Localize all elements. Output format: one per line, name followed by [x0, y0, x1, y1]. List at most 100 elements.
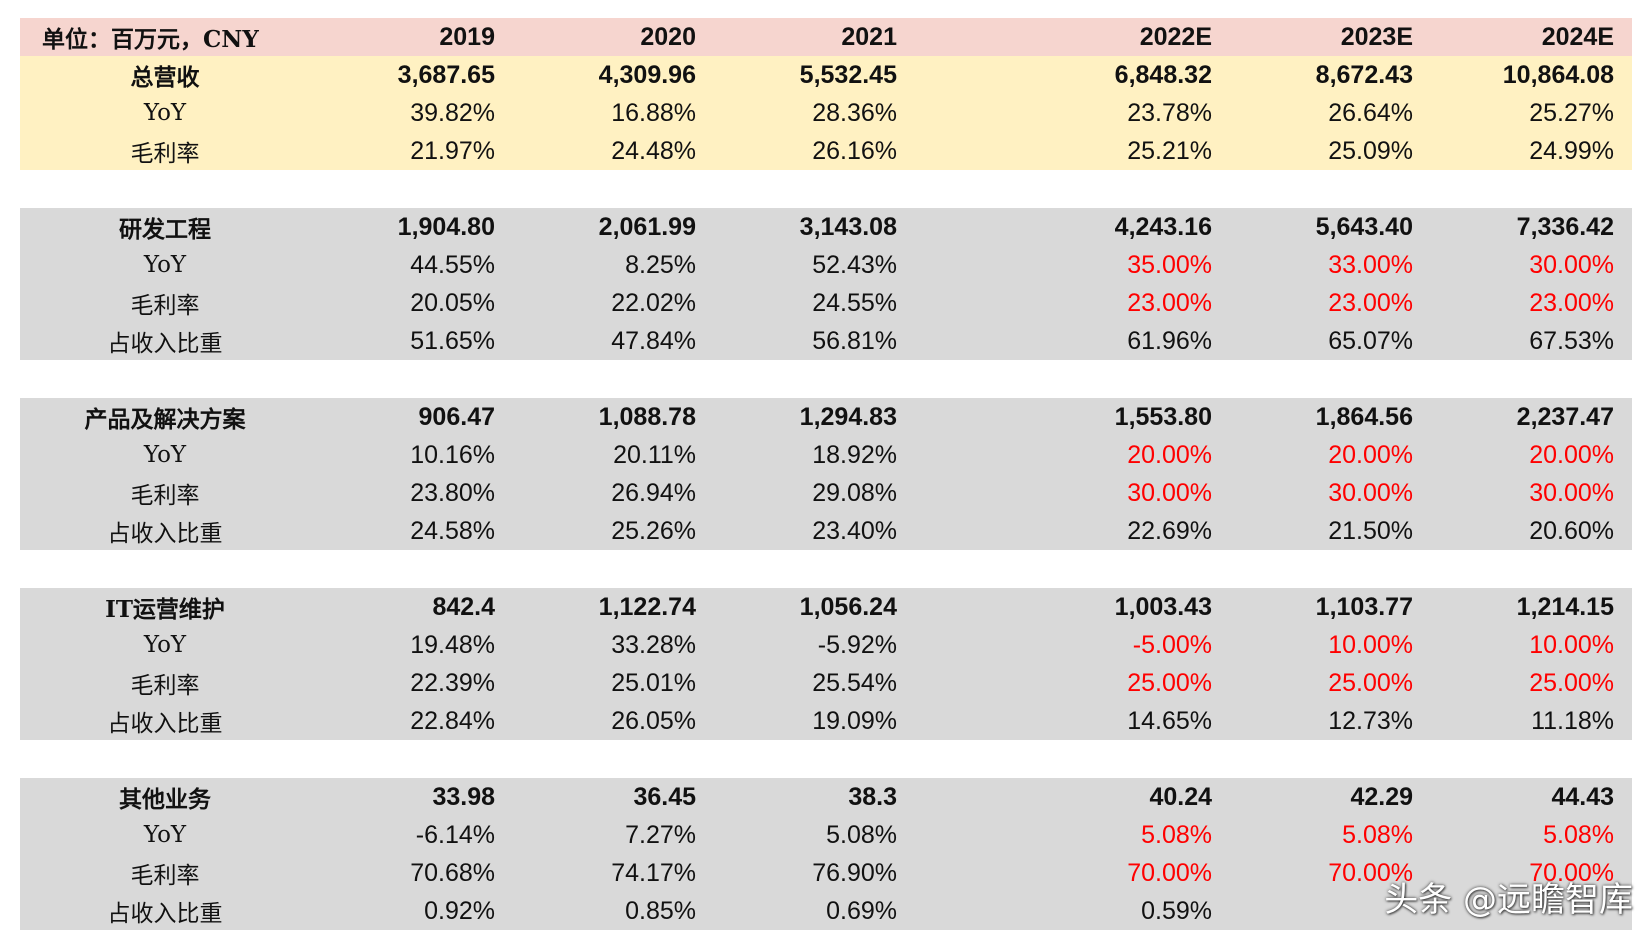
segment-revenue-row: IT运营维护 842.4 1,122.74 1,056.24 1,003.43 …	[20, 588, 1632, 626]
row-label: 占收入比重	[107, 521, 223, 547]
table-cell: 24.99%	[1529, 136, 1614, 165]
table-cell: 1,904.80	[397, 212, 495, 241]
table-cell: 61.96%	[1127, 326, 1212, 355]
segment-margin-row: 毛利率 22.39% 25.01% 25.54% 25.00% 25.00% 2…	[20, 664, 1632, 702]
table-cell: 26.16%	[812, 136, 897, 165]
section-spacer	[20, 170, 1632, 208]
row-label: 产品及解决方案	[84, 406, 246, 433]
table-cell: 26.05%	[611, 706, 696, 735]
forecast-cell: 30.00%	[1529, 478, 1614, 507]
row-label: 毛利率	[130, 483, 200, 509]
total-yoy-row: YoY 39.82% 16.88% 28.36% 23.78% 26.64% 2…	[20, 94, 1632, 132]
table-cell: 1,864.56	[1315, 402, 1413, 431]
year-header: 2022E	[1139, 22, 1212, 51]
table-cell: 22.69%	[1127, 516, 1212, 545]
forecast-cell: 20.00%	[1127, 440, 1212, 469]
header-row: 单位：百万元，CNY 2019 2020 2021 2022E 2023E 20…	[20, 18, 1632, 56]
table-cell: 1,003.43	[1114, 592, 1212, 621]
segment-yoy-row: YoY -6.14% 7.27% 5.08% 5.08% 5.08% 5.08%	[20, 816, 1632, 854]
table-cell: 51.65%	[410, 326, 495, 355]
table-cell: 67.53%	[1529, 326, 1614, 355]
table-cell: 3,143.08	[799, 212, 897, 241]
segment-margin-row: 毛利率 20.05% 22.02% 24.55% 23.00% 23.00% 2…	[20, 284, 1632, 322]
segment-revenue-row: 其他业务 33.98 36.45 38.3 40.24 42.29 44.43	[20, 778, 1632, 816]
table-cell: 44.55%	[410, 250, 495, 279]
forecast-cell: 25.00%	[1328, 668, 1413, 697]
forecast-cell: 23.00%	[1127, 288, 1212, 317]
table-cell: 1,056.24	[799, 592, 897, 621]
table-cell: 906.47	[418, 402, 495, 431]
table-cell: 18.92%	[812, 440, 897, 469]
forecast-cell: 25.00%	[1529, 668, 1614, 697]
table-cell: 52.43%	[812, 250, 897, 279]
segment-revenue-row: 产品及解决方案 906.47 1,088.78 1,294.83 1,553.8…	[20, 398, 1632, 436]
table-cell: 7.27%	[625, 820, 696, 849]
forecast-cell: 20.00%	[1328, 440, 1413, 469]
table-cell: 44.43	[1551, 782, 1614, 811]
table-cell: 0.69%	[826, 896, 897, 925]
table-cell: 25.54%	[812, 668, 897, 697]
segment-revenue-row: 研发工程 1,904.80 2,061.99 3,143.08 4,243.16…	[20, 208, 1632, 246]
total-margin-row: 毛利率 21.97% 24.48% 26.16% 25.21% 25.09% 2…	[20, 132, 1632, 170]
total-revenue-row: 总营收 3,687.65 4,309.96 5,532.45 6,848.32 …	[20, 56, 1632, 94]
forecast-cell: 20.00%	[1529, 440, 1614, 469]
table-cell: 6,848.32	[1114, 60, 1212, 89]
row-label: 占收入比重	[107, 331, 223, 357]
segment-share-row: 占收入比重 22.84% 26.05% 19.09% 14.65% 12.73%…	[20, 702, 1632, 740]
segment-share-row: 占收入比重 51.65% 47.84% 56.81% 61.96% 65.07%…	[20, 322, 1632, 360]
forecast-cell: 70.00%	[1127, 858, 1212, 887]
table-cell: 33.28%	[611, 630, 696, 659]
forecast-cell: 23.00%	[1529, 288, 1614, 317]
table-cell: 20.05%	[410, 288, 495, 317]
table-cell: 3,687.65	[397, 60, 495, 89]
table-cell: 25.01%	[611, 668, 696, 697]
forecast-cell: 70.00%	[1529, 858, 1614, 887]
table-cell: 14.65%	[1127, 706, 1212, 735]
forecast-cell: 35.00%	[1127, 250, 1212, 279]
table-cell: 47.84%	[611, 326, 696, 355]
table-cell: 39.82%	[410, 98, 495, 127]
watermark: 头条 @远瞻智库	[1384, 880, 1633, 920]
table-cell: 0.92%	[424, 896, 495, 925]
table-cell: 56.81%	[812, 326, 897, 355]
table-cell: 10,864.08	[1502, 60, 1614, 89]
row-label: 总营收	[130, 64, 200, 91]
unit-label: 单位：百万元，CNY	[42, 26, 259, 53]
segment-share-row: 占收入比重 24.58% 25.26% 23.40% 22.69% 21.50%…	[20, 512, 1632, 550]
table-cell: 4,243.16	[1114, 212, 1212, 241]
table-cell: 65.07%	[1328, 326, 1413, 355]
year-header: 2019	[439, 22, 495, 51]
year-header: 2023E	[1340, 22, 1413, 51]
year-header: 2021	[841, 22, 897, 51]
segment-margin-row: 毛利率 70.68% 74.17% 76.90% 70.00% 70.00% 7…	[20, 854, 1632, 892]
row-label: 其他业务	[119, 786, 211, 813]
table-cell: 26.94%	[611, 478, 696, 507]
section-spacer	[20, 360, 1632, 398]
table-cell: 25.09%	[1328, 136, 1413, 165]
table-cell: 22.39%	[410, 668, 495, 697]
table-cell: 1,294.83	[799, 402, 897, 431]
table-cell: 5,532.45	[799, 60, 897, 89]
table-cell: 10.16%	[410, 440, 495, 469]
table-cell: 38.3	[848, 782, 897, 811]
table-cell: 1,122.74	[598, 592, 696, 621]
forecast-table: 单位：百万元，CNY 2019 2020 2021 2022E 2023E 20…	[20, 18, 1632, 930]
table-cell: 28.36%	[812, 98, 897, 127]
table-cell: 7,336.42	[1516, 212, 1614, 241]
table-cell: 21.50%	[1328, 516, 1413, 545]
table-cell: 20.11%	[613, 440, 696, 469]
table-cell: 8.25%	[625, 250, 696, 279]
table-cell: 1,103.77	[1315, 592, 1413, 621]
row-label: 毛利率	[130, 293, 200, 319]
forecast-cell: 10.00%	[1529, 630, 1614, 659]
table-cell: 25.21%	[1127, 136, 1212, 165]
row-label: YoY	[143, 252, 187, 278]
row-label: YoY	[143, 442, 187, 468]
forecast-cell: 30.00%	[1529, 250, 1614, 279]
section-spacer	[20, 740, 1632, 778]
row-label: YoY	[143, 822, 187, 848]
table-cell: 25.27%	[1529, 98, 1614, 127]
table-cell: 76.90%	[812, 858, 897, 887]
row-label: 占收入比重	[107, 711, 223, 737]
row-label: 占收入比重	[107, 901, 223, 927]
